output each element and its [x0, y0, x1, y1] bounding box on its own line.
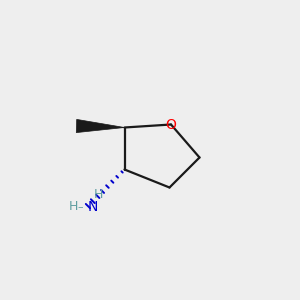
Text: –: – — [78, 202, 83, 212]
Polygon shape — [76, 119, 124, 133]
Text: O: O — [166, 118, 176, 132]
Text: N: N — [88, 200, 98, 214]
Text: H: H — [69, 200, 78, 214]
Text: H: H — [94, 188, 103, 202]
